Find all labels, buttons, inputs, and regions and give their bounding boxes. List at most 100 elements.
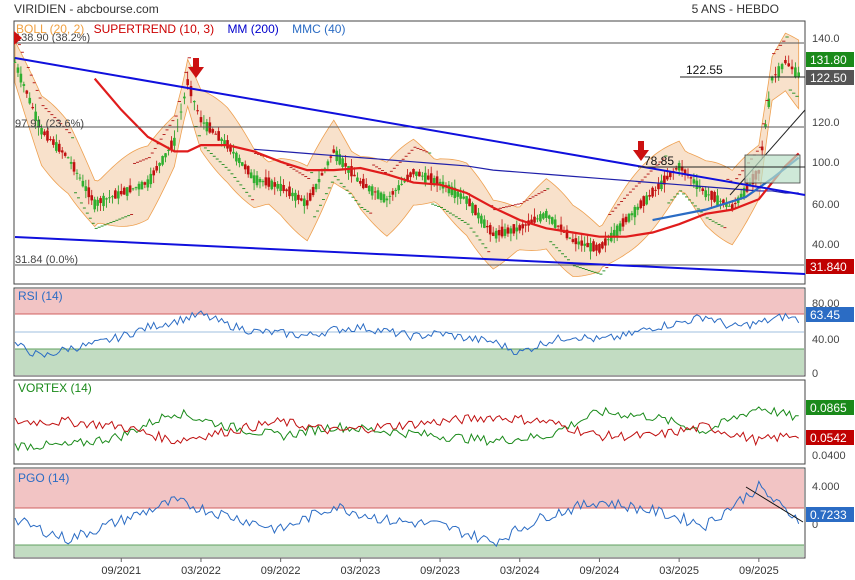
candle-body xyxy=(764,124,767,128)
candle-body xyxy=(72,162,76,172)
candle-body xyxy=(193,100,196,103)
svg-text:131.80: 131.80 xyxy=(810,53,847,67)
rsi-panel-frame xyxy=(13,287,806,377)
fib-label-0: 31.84 (0.0%) xyxy=(15,254,78,266)
candle-body xyxy=(117,191,120,199)
candle-body xyxy=(167,149,170,151)
svg-text:0.0542: 0.0542 xyxy=(810,431,847,445)
vortex-series-layer xyxy=(14,406,799,452)
candle-body xyxy=(456,191,460,197)
marker-flag-icon xyxy=(14,31,22,45)
candle-body xyxy=(533,216,536,223)
rsi-line xyxy=(14,310,800,358)
candle-body xyxy=(438,181,442,184)
candle-body xyxy=(81,180,85,187)
pgo-value-badge: 0.7233 xyxy=(806,507,854,522)
y-tick-label: 60.00 xyxy=(812,199,840,211)
candle-body xyxy=(252,175,256,184)
candle-body xyxy=(595,244,598,251)
candle-body xyxy=(680,166,684,171)
candle-body xyxy=(601,242,604,249)
candle-body xyxy=(497,229,501,236)
candle-body xyxy=(294,192,297,201)
candle-body xyxy=(630,213,634,216)
candle-body xyxy=(468,198,471,207)
candle-body xyxy=(423,172,427,183)
candle-body xyxy=(317,179,321,183)
y-tick-label: 120.0 xyxy=(812,117,840,129)
candle-body xyxy=(350,166,353,177)
candle-body xyxy=(780,64,784,70)
candle-body xyxy=(285,189,288,192)
candle-body xyxy=(447,184,451,194)
candle-body xyxy=(214,133,218,135)
candle-body xyxy=(698,186,702,189)
candle-body xyxy=(624,216,628,223)
candle-body xyxy=(586,242,589,248)
candle-body xyxy=(568,237,572,239)
pgo-tick-4: 4.000 xyxy=(812,481,840,493)
candle-body xyxy=(391,191,395,195)
candle-body xyxy=(382,194,386,203)
candle-body xyxy=(329,156,333,158)
candle-body xyxy=(657,183,660,190)
candle-body xyxy=(545,211,548,218)
candle-body xyxy=(512,224,516,234)
candle-body xyxy=(96,199,99,206)
candle-body xyxy=(722,199,725,205)
x-tick-label: 03/2025 xyxy=(659,565,699,577)
vortex-plus-line xyxy=(14,406,799,452)
candle-body xyxy=(733,203,737,205)
candle-body xyxy=(364,184,368,188)
candle-body xyxy=(217,131,220,141)
vortex-panel-frame xyxy=(13,379,806,465)
candle-body xyxy=(69,161,73,164)
candle-body xyxy=(282,184,285,192)
candle-body xyxy=(394,189,398,191)
price-badge-last: 122.50 xyxy=(806,70,854,85)
candle-body xyxy=(648,195,651,197)
candle-body xyxy=(75,172,79,174)
candle-body xyxy=(220,138,223,141)
candle-body xyxy=(730,204,734,210)
candle-body xyxy=(28,97,32,104)
candle-body xyxy=(418,171,421,177)
candle-body xyxy=(143,182,147,185)
rsi-title: RSI (14) xyxy=(18,289,63,303)
legend-supertrend: SUPERTREND (10, 3) xyxy=(94,22,214,36)
candle-body xyxy=(660,180,663,190)
candle-body xyxy=(695,180,699,189)
vortex-plus-badge: 0.0865 xyxy=(806,400,854,415)
candle-body xyxy=(211,129,215,133)
candle-body xyxy=(450,186,454,196)
candle-body xyxy=(246,166,250,175)
candle-body xyxy=(311,186,315,196)
candle-body xyxy=(426,175,430,180)
y-tick-label: 40.00 xyxy=(812,239,840,251)
candle-body xyxy=(683,169,687,174)
candle-body xyxy=(87,187,91,198)
candle-body xyxy=(592,241,595,252)
candle-body xyxy=(503,229,507,236)
candle-body xyxy=(255,175,259,186)
candle-body xyxy=(367,186,371,192)
candle-body xyxy=(370,186,374,196)
x-tick-label: 03/2023 xyxy=(340,565,380,577)
candle-body xyxy=(341,158,344,167)
candle-body xyxy=(40,128,43,135)
fib-label-38: 138.90 (38.2%) xyxy=(15,32,90,44)
candle-body xyxy=(134,187,138,189)
candle-body xyxy=(359,180,362,184)
candle-body xyxy=(78,177,82,179)
candle-body xyxy=(52,139,55,145)
candle-body xyxy=(477,212,480,219)
period-label: 5 ANS - HEBDO xyxy=(692,2,779,16)
candle-body xyxy=(308,193,312,201)
candle-body xyxy=(300,198,303,201)
candle-body xyxy=(164,153,167,158)
candle-body xyxy=(279,183,282,192)
candle-body xyxy=(797,72,800,78)
candle-body xyxy=(102,195,105,207)
price-badge-low: 31.840 xyxy=(806,259,854,274)
